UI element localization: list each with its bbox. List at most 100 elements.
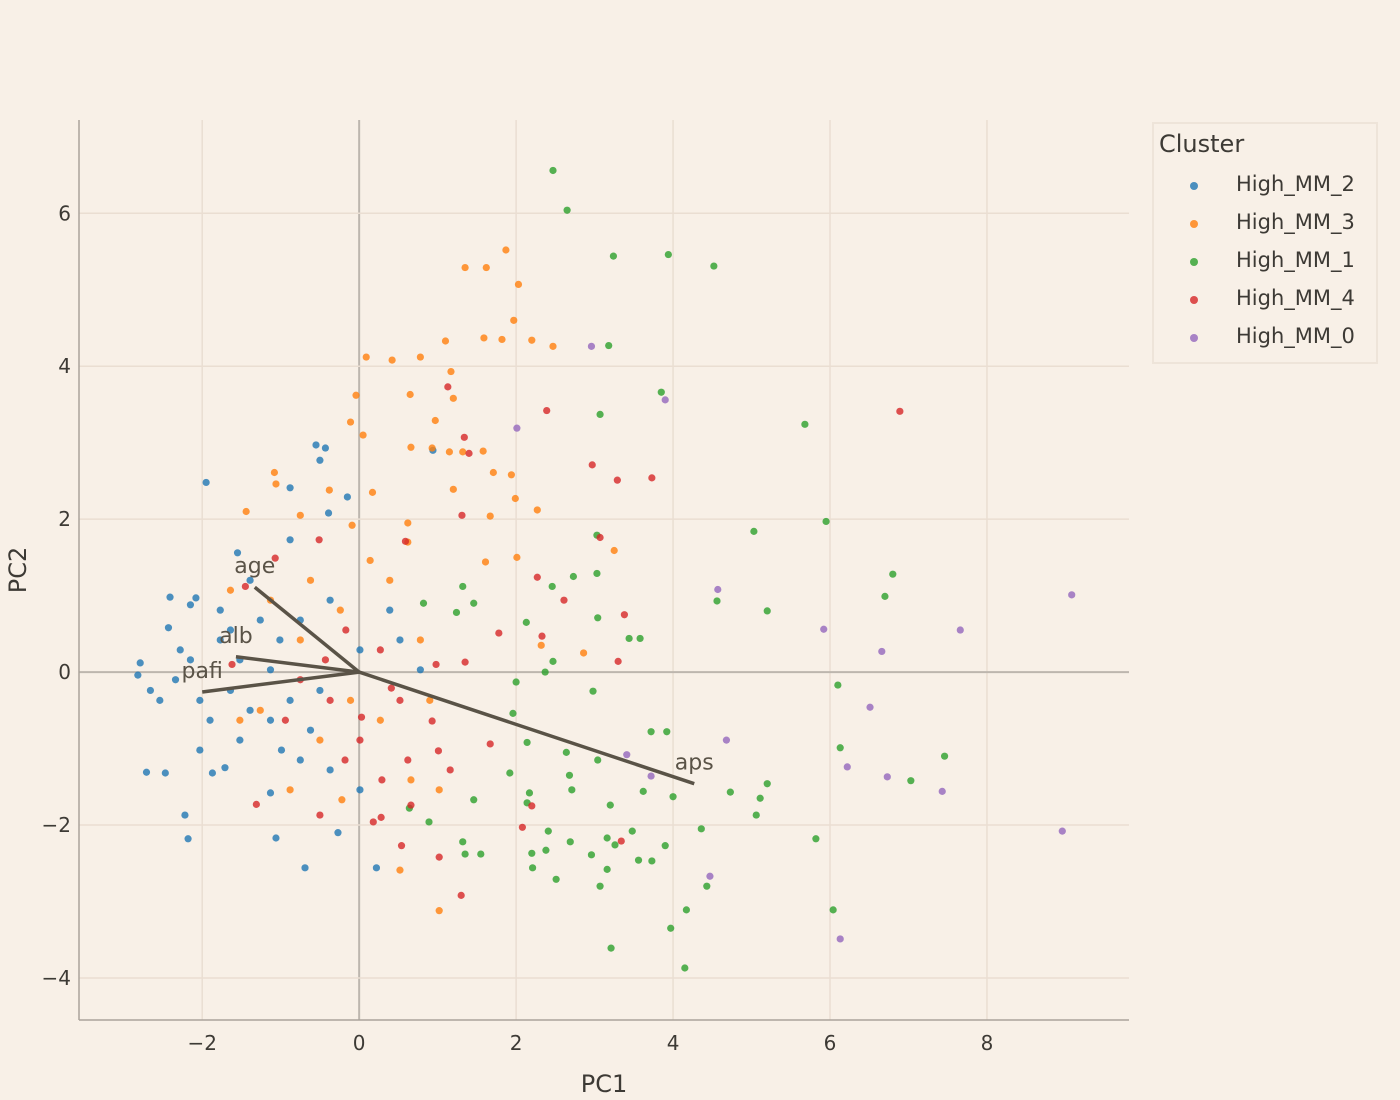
- legend-item[interactable]: High_MM_4: [1154, 282, 1374, 320]
- series-High_MM_2: [134, 441, 437, 872]
- data-point: [477, 850, 485, 858]
- data-point: [434, 747, 443, 755]
- data-point: [396, 696, 404, 704]
- data-point: [276, 636, 284, 644]
- data-point: [246, 706, 254, 714]
- data-point: [419, 599, 428, 607]
- data-point: [486, 512, 494, 520]
- data-point: [479, 447, 487, 455]
- data-point: [192, 594, 200, 602]
- data-point: [589, 687, 597, 695]
- data-point: [596, 533, 604, 542]
- data-point: [359, 431, 367, 439]
- data-point: [512, 678, 520, 686]
- data-point: [161, 769, 169, 777]
- data-point: [834, 681, 842, 689]
- data-point: [356, 646, 364, 654]
- data-point: [647, 728, 655, 736]
- data-point: [316, 811, 324, 819]
- data-point: [461, 658, 469, 666]
- data-point: [325, 486, 333, 494]
- loading-arrow-age: [253, 585, 361, 674]
- data-point: [940, 752, 949, 760]
- data-point: [460, 433, 468, 441]
- data-point: [266, 666, 275, 674]
- series-High_MM_1: [405, 166, 949, 972]
- data-point: [560, 596, 568, 604]
- data-point: [386, 606, 394, 614]
- data-point: [549, 166, 557, 175]
- data-point: [956, 626, 964, 634]
- legend-item[interactable]: High_MM_1: [1154, 244, 1374, 282]
- data-point: [486, 740, 494, 748]
- data-point: [202, 478, 210, 487]
- data-point: [552, 875, 560, 883]
- data-point: [907, 777, 915, 785]
- data-point: [603, 865, 611, 873]
- data-point: [301, 864, 309, 872]
- data-point: [336, 606, 344, 614]
- data-point: [528, 336, 536, 344]
- loading-label-aps: aps: [675, 751, 714, 776]
- data-point: [495, 629, 503, 637]
- data-point: [146, 686, 155, 695]
- data-point: [428, 717, 436, 725]
- series-High_MM_4: [228, 383, 904, 899]
- legend-item[interactable]: High_MM_0: [1154, 320, 1374, 358]
- legend: Cluster High_MM_2 High_MM_3 High_MM_1 High_…: [1152, 122, 1378, 364]
- data-point: [407, 801, 415, 809]
- legend-marker-icon: [1190, 220, 1198, 228]
- data-point: [281, 716, 289, 724]
- legend-item[interactable]: High_MM_3: [1154, 206, 1374, 244]
- data-point: [609, 252, 618, 260]
- data-point: [256, 706, 264, 714]
- data-point: [596, 410, 604, 418]
- data-point: [396, 636, 404, 644]
- data-point: [594, 756, 602, 764]
- loading-label-age: age: [234, 554, 275, 579]
- data-point: [266, 789, 275, 797]
- data-point: [346, 418, 355, 426]
- data-point: [489, 468, 497, 477]
- data-point: [566, 838, 574, 846]
- y-tick-label: −2: [42, 813, 71, 837]
- data-point: [216, 636, 224, 644]
- data-point: [703, 882, 711, 890]
- data-point: [714, 585, 722, 594]
- legend-item[interactable]: High_MM_2: [1154, 168, 1374, 206]
- legend-title: Cluster: [1159, 130, 1245, 158]
- data-point: [607, 944, 615, 952]
- data-point: [435, 907, 443, 915]
- data-point: [156, 696, 164, 704]
- data-point: [435, 786, 443, 794]
- data-point: [444, 383, 452, 391]
- data-point: [812, 835, 820, 843]
- data-point: [756, 794, 764, 802]
- data-point: [518, 823, 526, 831]
- series-High_MM_3: [226, 246, 618, 915]
- data-point: [565, 771, 574, 779]
- data-point: [822, 517, 830, 526]
- data-point: [523, 738, 531, 747]
- data-point: [459, 448, 467, 456]
- data-point: [186, 601, 195, 609]
- data-point: [196, 696, 204, 704]
- loading-arrow-alb: [235, 655, 360, 674]
- data-point: [480, 334, 488, 342]
- data-point: [620, 611, 629, 619]
- x-tick-label: 8: [981, 1031, 994, 1055]
- data-point: [639, 787, 647, 795]
- data-point: [509, 709, 517, 717]
- data-point: [820, 625, 828, 633]
- data-point: [836, 935, 844, 943]
- data-point: [226, 626, 235, 634]
- data-point: [548, 582, 556, 591]
- data-point: [664, 250, 672, 259]
- data-point: [596, 882, 604, 890]
- data-point: [843, 763, 851, 771]
- data-point: [435, 853, 443, 861]
- data-point: [498, 335, 506, 344]
- loading-vectors: age alb pafi aps: [182, 554, 714, 786]
- data-point: [549, 342, 557, 350]
- data-point: [542, 846, 550, 854]
